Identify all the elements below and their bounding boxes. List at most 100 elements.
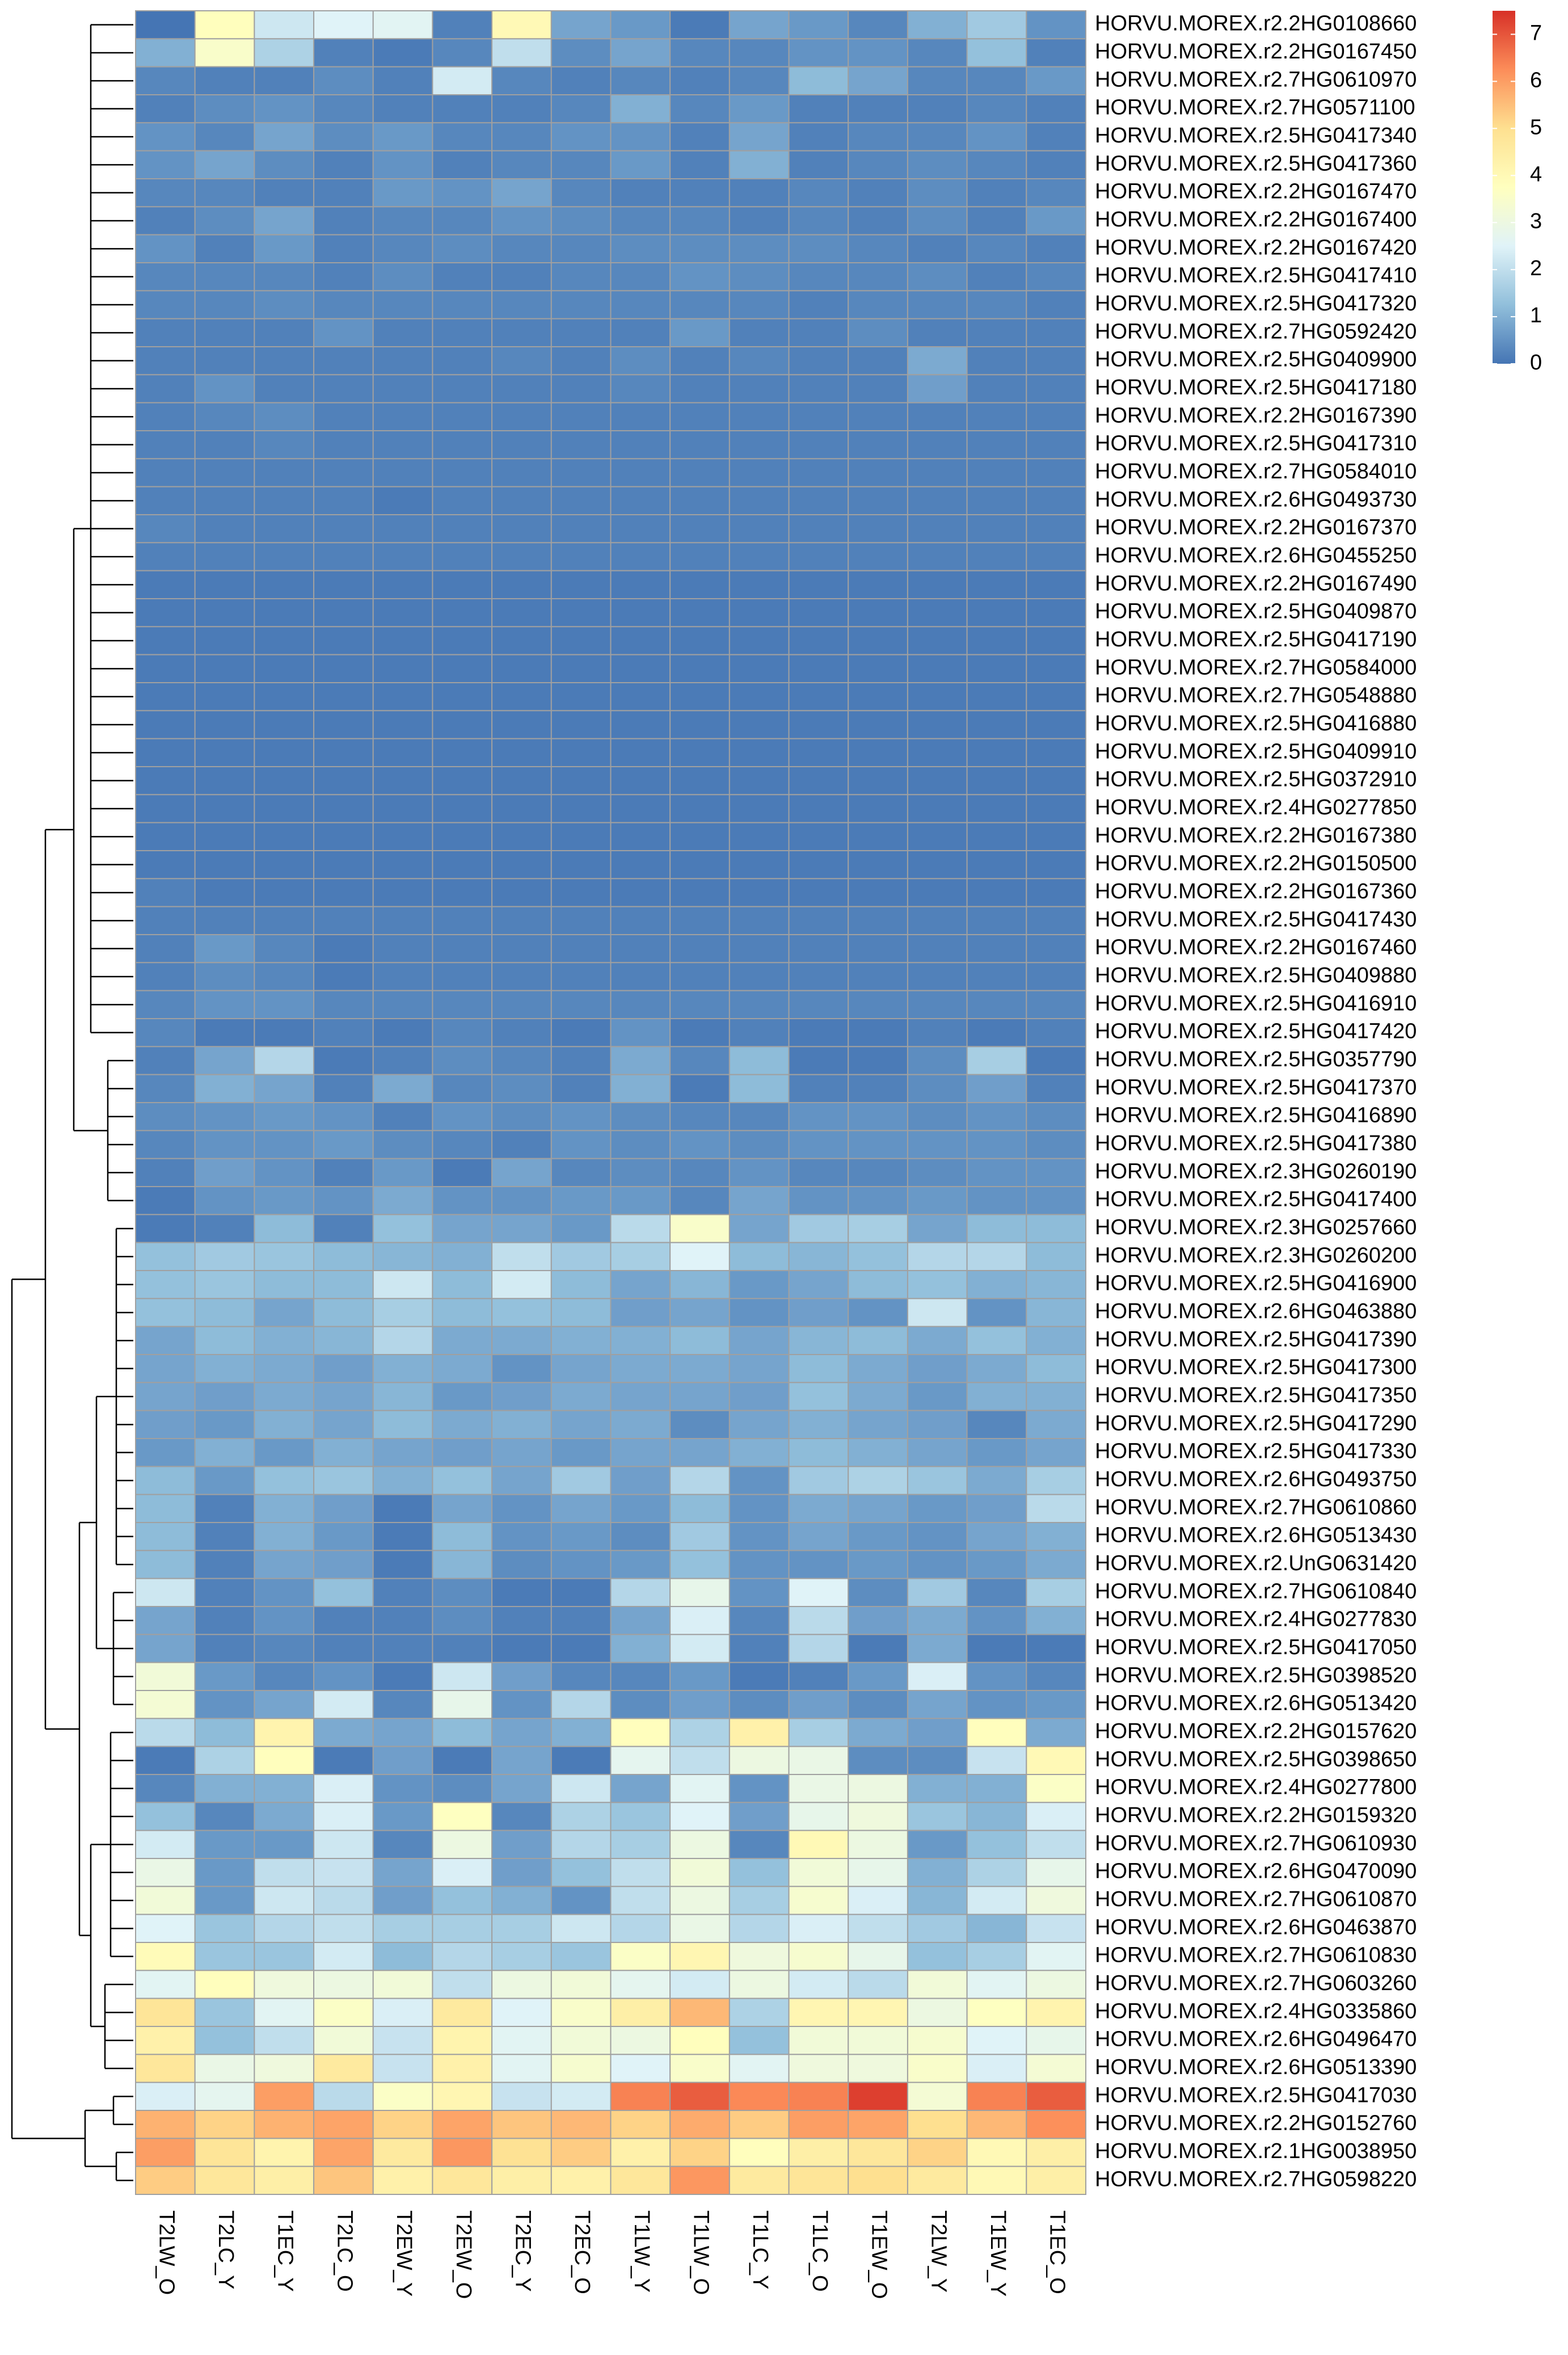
heatmap-cell — [432, 374, 493, 403]
heatmap-cell — [372, 514, 433, 544]
row-label: HORVU.MOREX.r2.6HG0463870 — [1095, 1915, 1417, 1939]
heatmap-cell — [135, 1158, 196, 1187]
heatmap-cell — [907, 1382, 968, 1411]
heatmap-cell — [194, 850, 255, 880]
heatmap-cell — [313, 738, 374, 767]
heatmap-cell — [432, 178, 493, 208]
heatmap-cell — [966, 458, 1027, 487]
heatmap-cell — [432, 822, 493, 851]
heatmap-cell — [550, 2054, 612, 2083]
heatmap-cell — [907, 850, 968, 880]
heatmap-cell — [432, 1214, 493, 1243]
heatmap-cell — [135, 710, 196, 739]
heatmap-cell — [966, 374, 1027, 403]
row-label: HORVU.MOREX.r2.5HG0417390 — [1095, 1327, 1417, 1351]
heatmap-cell — [907, 66, 968, 95]
heatmap-cell — [848, 2026, 908, 2055]
heatmap-cell — [550, 990, 612, 1019]
heatmap-cell — [848, 1830, 908, 1860]
heatmap-cell — [966, 822, 1027, 851]
heatmap-cell — [432, 1298, 493, 1327]
heatmap-cell — [907, 1438, 968, 1467]
heatmap-cell — [966, 1074, 1027, 1103]
heatmap-cell — [313, 2110, 374, 2139]
heatmap-cell — [491, 1942, 552, 1971]
heatmap-cell — [966, 1634, 1027, 1663]
row-label: HORVU.MOREX.r2.5HG0417320 — [1095, 292, 1417, 316]
heatmap-cell — [194, 346, 255, 376]
heatmap-cell — [194, 402, 255, 432]
heatmap-cell — [254, 1410, 315, 1440]
heatmap-cell — [788, 486, 849, 516]
heatmap-cell — [728, 1550, 790, 1579]
heatmap-cell — [728, 2165, 790, 2196]
heatmap-cell — [550, 570, 612, 600]
heatmap-cell — [669, 878, 730, 907]
heatmap-cell — [907, 38, 968, 68]
heatmap-cell — [848, 1158, 908, 1187]
row-label: HORVU.MOREX.r2.2HG0159320 — [1095, 1803, 1417, 1827]
row-label: HORVU.MOREX.r2.2HG0108660 — [1095, 12, 1417, 36]
heatmap-cell — [610, 1662, 671, 1692]
heatmap-cell — [372, 346, 433, 376]
heatmap-cell — [966, 1662, 1027, 1692]
heatmap-cell — [1026, 1550, 1086, 1579]
heatmap-cell — [1026, 402, 1086, 432]
heatmap-cell — [728, 1942, 790, 1971]
heatmap-cell — [728, 794, 790, 823]
heatmap-cell — [788, 1130, 849, 1159]
heatmap-cell — [254, 290, 315, 319]
heatmap-cell — [788, 710, 849, 739]
heatmap-cell — [550, 1522, 612, 1551]
heatmap-cell — [194, 206, 255, 236]
heatmap-cell — [669, 374, 730, 403]
heatmap-cell — [610, 766, 671, 796]
heatmap-cell — [907, 262, 968, 292]
heatmap-cell — [372, 374, 433, 403]
heatmap-cell — [372, 1606, 433, 1635]
heatmap-cell — [610, 710, 671, 739]
heatmap-cell — [788, 1242, 849, 1272]
heatmap-cell — [432, 962, 493, 991]
heatmap-cell — [313, 122, 374, 152]
heatmap-cell — [610, 990, 671, 1019]
heatmap-cell — [610, 2110, 671, 2139]
heatmap-cell — [788, 1914, 849, 1944]
heatmap-cell — [491, 2110, 552, 2139]
heatmap-cell — [907, 1074, 968, 1103]
heatmap-cell — [194, 38, 255, 68]
heatmap-cell — [848, 1018, 908, 1048]
heatmap-cell — [550, 1298, 612, 1327]
heatmap-cell — [550, 878, 612, 907]
row-label: HORVU.MOREX.r2.4HG0277800 — [1095, 1776, 1417, 1799]
heatmap-cell — [907, 570, 968, 600]
row-label: HORVU.MOREX.r2.4HG0277850 — [1095, 796, 1417, 819]
heatmap-cell — [194, 626, 255, 655]
heatmap-cell — [491, 2165, 552, 2196]
heatmap-cell — [907, 710, 968, 739]
heatmap-cell — [313, 1074, 374, 1103]
heatmap-cell — [135, 66, 196, 95]
heatmap-cell — [491, 1718, 552, 1747]
heatmap-cell — [907, 150, 968, 179]
heatmap-cell — [372, 262, 433, 292]
heatmap-cell — [313, 374, 374, 403]
heatmap-cell — [1026, 1326, 1086, 1356]
heatmap-cell — [669, 1774, 730, 1803]
heatmap-cell — [194, 1802, 255, 1831]
heatmap-cell — [907, 1634, 968, 1663]
heatmap-cell — [313, 850, 374, 880]
heatmap-cell — [848, 2165, 908, 2196]
heatmap-cell — [966, 94, 1027, 124]
heatmap-cell — [848, 1522, 908, 1551]
heatmap-cell — [966, 1690, 1027, 1719]
heatmap-cell — [135, 1522, 196, 1551]
heatmap-cell — [788, 990, 849, 1019]
heatmap-cell — [966, 486, 1027, 516]
heatmap-cell — [313, 402, 374, 432]
heatmap-cell — [907, 738, 968, 767]
heatmap-cell — [848, 486, 908, 516]
heatmap-cell — [372, 1718, 433, 1747]
heatmap-cell — [1026, 1354, 1086, 1383]
heatmap-cell — [194, 1522, 255, 1551]
